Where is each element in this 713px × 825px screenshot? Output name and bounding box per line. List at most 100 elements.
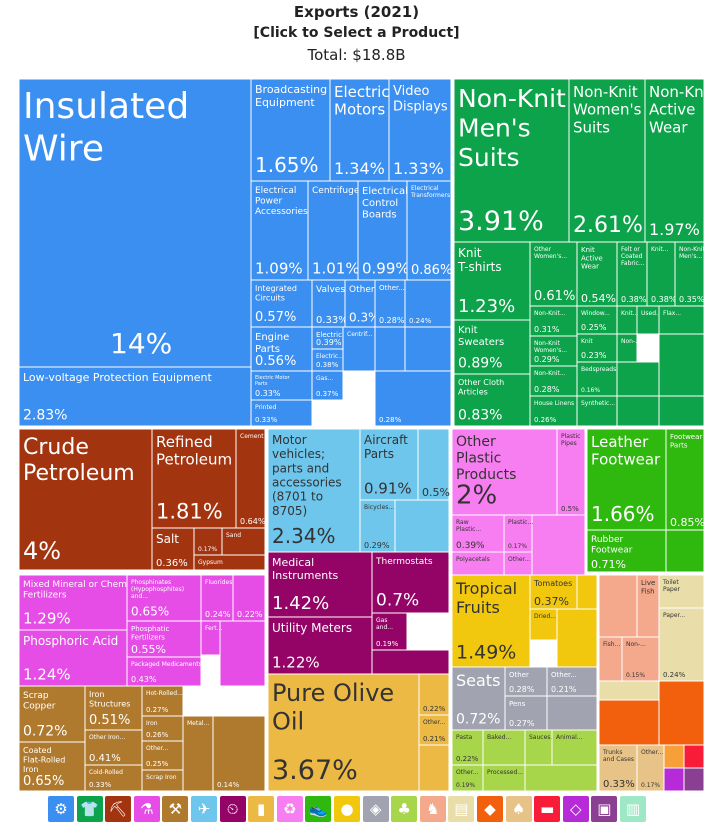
treemap-tile-rect[interactable] (658, 607, 704, 682)
treemap-tile-rect[interactable] (232, 574, 266, 622)
treemap-tile-rect[interactable] (586, 428, 667, 531)
machinery-icon[interactable]: ⚙ (48, 796, 74, 822)
treemap-tile[interactable]: 0.17% (193, 527, 223, 556)
chemicals-icon[interactable]: ⚗ (133, 796, 160, 822)
treemap-tile-rect[interactable] (151, 527, 195, 571)
treemap-tile[interactable]: Salt 0.36% (151, 527, 195, 571)
treemap-tile[interactable]: Window... 0.25% (576, 305, 618, 335)
treemap-tile-minor[interactable] (658, 333, 704, 397)
treemap-tile[interactable]: Gypsum (193, 554, 266, 571)
treemap-tile[interactable]: Other... 0.3% (344, 279, 382, 328)
treemap-tile-rect[interactable] (636, 744, 665, 792)
treemap-tile[interactable]: Seats 0.72% (451, 666, 506, 731)
treemap-tile-rect[interactable] (417, 428, 450, 501)
treemap-tile[interactable]: Metal... (182, 715, 214, 792)
treemap-tile-rect[interactable] (342, 326, 376, 372)
treemap-tile[interactable]: Other... 0.21% (546, 666, 598, 697)
stone-glass-icon[interactable]: ◈ (362, 796, 389, 822)
treemap-tile[interactable]: Bicycles... 0.29% (359, 499, 396, 553)
treemap-tile-rect[interactable] (616, 333, 638, 363)
treemap-tile[interactable]: Tomatoes 0.37% (529, 574, 578, 610)
treemap-tile-minor[interactable] (663, 767, 685, 792)
treemap-tile[interactable]: Other... 0.25% (141, 740, 184, 771)
treemap-tile[interactable]: Electric...0.38% (311, 348, 344, 372)
treemap-tile[interactable]: 0.28% (374, 370, 452, 427)
treemap-tile-minor[interactable] (616, 395, 660, 427)
treemap-tile-rect[interactable] (311, 370, 344, 401)
treemap-tile-rect[interactable] (359, 499, 396, 553)
treemap-tile-rect[interactable] (556, 428, 586, 516)
treemap-tile-rect[interactable] (568, 78, 646, 243)
treemap-tile-rect[interactable] (658, 305, 704, 335)
treemap-tile[interactable]: Printed 0.33% (250, 399, 313, 427)
treemap-tile[interactable]: Thermostats 0.7% (371, 551, 450, 614)
treemap-tile-rect[interactable] (451, 666, 506, 731)
treemap-tile-rect[interactable] (374, 370, 452, 427)
treemap-tile[interactable]: Fish... (598, 636, 623, 682)
treemap-tile-rect[interactable] (586, 529, 667, 573)
plastics-icon[interactable]: ♻ (276, 796, 303, 822)
treemap-tile[interactable]: Other... (503, 551, 533, 576)
instruments-icon[interactable]: ⏲ (219, 796, 246, 822)
treemap-tile-rect[interactable] (235, 428, 266, 529)
treemap-tile-rect[interactable] (250, 78, 331, 182)
treemap-tile-minor[interactable] (546, 695, 598, 731)
treemap-tile-rect[interactable] (267, 673, 420, 792)
treemap-tile[interactable]: Pens 0.27% (504, 695, 548, 731)
treemap-tile-minor[interactable] (371, 649, 450, 675)
treemap-tile[interactable]: Low-voltage Protection Equipment 2.83% (18, 366, 252, 427)
animal-icon[interactable]: ♞ (419, 796, 446, 822)
treemap-tile-rect[interactable] (18, 366, 252, 427)
treemap-tile-rect[interactable] (357, 180, 408, 281)
treemap-tile[interactable]: Other... 0.21% (418, 714, 450, 746)
treemap-tile-minor[interactable] (683, 744, 704, 769)
treemap-tile[interactable]: Baked... (482, 729, 526, 766)
treemap-tile-rect[interactable] (576, 241, 618, 307)
footwear-icon[interactable]: 👟 (305, 796, 332, 822)
treemap-tile-minor[interactable] (658, 395, 704, 427)
treemap-tile[interactable]: Dried... (529, 608, 558, 641)
treemap-tile-rect[interactable] (250, 326, 313, 372)
treemap-tile-rect[interactable] (529, 241, 578, 307)
treemap-tile[interactable]: 0.14% (212, 715, 266, 792)
treemap-tile-minor[interactable] (616, 361, 660, 397)
treemap-tile-rect[interactable] (674, 241, 704, 307)
treemap-tile[interactable]: Knit... (616, 305, 639, 335)
treemap-tile-minor[interactable] (665, 529, 704, 573)
treemap-tile-rect[interactable] (576, 361, 618, 397)
treemap-tile[interactable]: Phosphinates(Hypophosphites)and... 0.65% (126, 574, 202, 622)
treemap-tile-rect[interactable] (200, 620, 221, 656)
treemap-tile-minor[interactable] (683, 767, 704, 792)
treemap-tile-rect[interactable] (193, 554, 266, 571)
treemap-tile-rect[interactable] (307, 180, 359, 281)
treemap-tile-rect[interactable] (658, 574, 704, 609)
treemap-tile-rect[interactable] (84, 729, 143, 766)
treemap-tile-minor[interactable] (576, 574, 598, 610)
minerals-icon[interactable]: ⛏ (105, 796, 132, 822)
treemap-tile[interactable]: 0.24% (404, 279, 452, 328)
treemap-tile-rect[interactable] (200, 574, 234, 622)
treemap-tile-rect[interactable] (418, 714, 450, 746)
treemap-tile[interactable]: Knit 0.23% (576, 333, 618, 363)
